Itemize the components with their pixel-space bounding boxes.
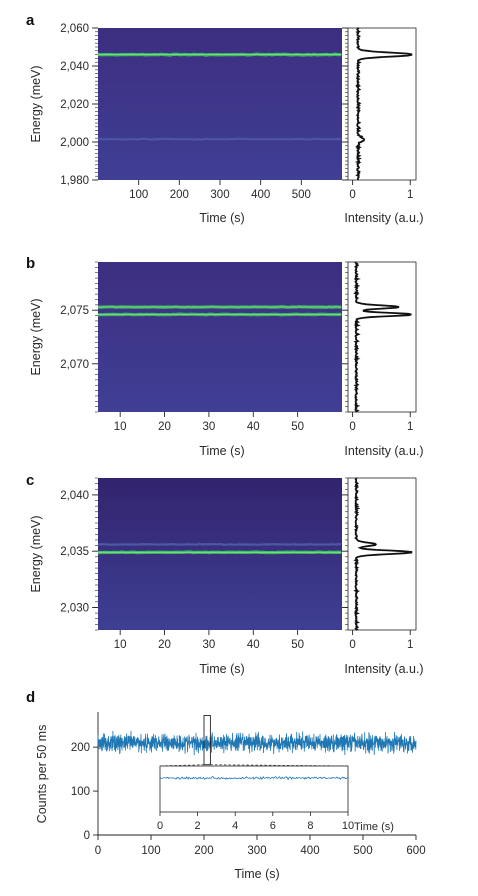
heatmap-a-xtick-label: 200: [170, 189, 189, 201]
heatmap-a-xlabel: Time (s): [199, 211, 244, 225]
trace-d-xtick-label: 600: [406, 845, 425, 857]
inset-frame: [159, 765, 349, 813]
inset-xlabel: Time (s): [354, 821, 394, 833]
trace-d-xtick-label: 0: [95, 845, 101, 857]
heatmap-c-xlabel: Time (s): [199, 662, 244, 676]
panel-d: 0 2 4 6 8 10 Time (s) 0 100 200 0 100 200 300 400 50…: [35, 712, 426, 881]
spectrum-a-xlabel: Intensity (a.u.): [344, 211, 423, 225]
trace-d-ytick-label: 100: [71, 786, 90, 798]
heatmap-a-ytick-label: 2,040: [60, 61, 89, 73]
heatmap-a-ytick-label: 2,020: [60, 99, 89, 111]
heatmap-b-xtick-label: 30: [203, 421, 216, 433]
inset-xtick-label: 6: [270, 820, 276, 832]
heatmap-b-ytick-label: 2,070: [60, 359, 89, 371]
inset-xtick-label: 8: [307, 820, 313, 832]
trace-d-y-ticks: 0 100 200: [71, 742, 98, 842]
heatmap-b-ytick-label: 2,075: [60, 305, 89, 317]
heatmap-a-x-ticks: 100 200 300 400 500: [129, 180, 311, 201]
heatmap-c-xtick-label: 10: [114, 639, 127, 651]
inset-xtick-label: 2: [195, 820, 201, 832]
heatmap-b-ylabel: Energy (meV): [29, 298, 43, 375]
inset-x-ticks: 0 2 4 6 8 10: [157, 812, 354, 832]
spectrum-b-frame: [347, 261, 417, 413]
heatmap-c-xtick-label: 20: [158, 639, 171, 651]
trace-d-ylabel: Counts per 50 ms: [35, 725, 49, 824]
inset-xtick-label: 10: [342, 820, 354, 832]
trace-d-xtick-label: 200: [194, 845, 213, 857]
panel-d-letter: d: [26, 689, 35, 706]
panel-b-letter: b: [26, 255, 35, 272]
heatmap-a-lines: [97, 52, 342, 141]
heatmap-c-y-ticks: 2,030 2,035 2,040: [60, 477, 348, 631]
trace-d-xtick-label: 100: [141, 845, 160, 857]
heatmap-c-ytick-label: 2,030: [60, 602, 89, 614]
heatmap-a-ytick-label: 1,980: [60, 175, 89, 187]
spectrum-b-xtick-label: 0: [349, 421, 355, 433]
heatmap-b-xtick-label: 10: [114, 421, 127, 433]
trace-d-line: [97, 730, 417, 756]
heatmap-c-ytick-label: 2,040: [60, 490, 89, 502]
spectrum-c-xlabel: Intensity (a.u.): [344, 662, 423, 676]
heatmap-a-ytick-label: 2,060: [60, 23, 89, 35]
heatmap-c-xtick-label: 50: [291, 639, 304, 651]
inset-xtick-label: 4: [232, 820, 238, 832]
spectrum-c-xtick-label: 0: [349, 639, 355, 651]
heatmap-b-xlabel: Time (s): [199, 444, 244, 458]
heatmap-a-emission-line: [97, 137, 342, 141]
trace-d-xtick-label: 500: [353, 845, 372, 857]
heatmap-c-background: [98, 478, 342, 630]
trace-d-highlight-window: [203, 715, 211, 766]
heatmap-b-xtick-label: 50: [291, 421, 304, 433]
heatmap-b-lines: [97, 304, 342, 317]
spectrum-b-trace: [353, 261, 412, 413]
spectrum-a-xtick-label: 0: [349, 189, 355, 201]
heatmap-c-emission-line: [97, 542, 342, 546]
trace-d-xtick-label: 400: [300, 845, 319, 857]
trace-d-xtick-label: 300: [247, 845, 266, 857]
heatmap-a-xtick-label: 500: [292, 189, 311, 201]
heatmap-c-x-ticks: 10 20 30 40 50: [114, 630, 304, 651]
inset-trace: [159, 775, 349, 781]
heatmap-c-xtick-label: 30: [203, 639, 216, 651]
panel-a: 1,980 2,000 2,020 2,040 2,060 100 200 300 400 50…: [29, 23, 424, 225]
heatmap-a-background: [98, 28, 342, 180]
heatmap-b-x-ticks: 10 20 30 40 50: [114, 412, 304, 433]
inset-xtick-label: 0: [157, 820, 163, 832]
trace-d-xlabel: Time (s): [234, 867, 279, 881]
spectrum-a-trace: [354, 27, 413, 181]
heatmap-a-y-ticks: 1,980 2,000 2,020 2,040 2,060: [60, 23, 348, 187]
spectrum-b-xlabel: Intensity (a.u.): [344, 444, 423, 458]
spectrum-c-trace: [353, 477, 413, 631]
trace-d-x-ticks: 0 100 200 300 400 500 600: [95, 835, 426, 857]
trace-d-ytick-label: 200: [71, 742, 90, 754]
heatmap-c-ylabel: Energy (meV): [29, 515, 43, 592]
trace-d-ytick-label: 0: [84, 830, 90, 842]
heatmap-a-ylabel: Energy (meV): [29, 65, 43, 142]
heatmap-c-ytick-label: 2,035: [60, 546, 89, 558]
spectrum-a-xtick-label: 1: [407, 189, 413, 201]
heatmap-c-xtick-label: 40: [247, 639, 260, 651]
heatmap-c-lines: [97, 542, 342, 555]
heatmap-a-xtick-label: 300: [210, 189, 229, 201]
heatmap-b-xtick-label: 20: [158, 421, 171, 433]
panel-c-letter: c: [26, 472, 34, 489]
heatmap-b-background: [98, 262, 342, 412]
heatmap-a-ytick-label: 2,000: [60, 137, 89, 149]
heatmap-a-xtick-label: 400: [251, 189, 270, 201]
spectrum-c-xtick-label: 1: [407, 639, 413, 651]
spectrum-b-xtick-label: 1: [407, 421, 413, 433]
heatmap-b-xtick-label: 40: [247, 421, 260, 433]
panel-a-letter: a: [26, 12, 35, 29]
heatmap-b-y-ticks: 2,070 2,075: [60, 261, 348, 413]
heatmap-a-xtick-label: 100: [129, 189, 148, 201]
